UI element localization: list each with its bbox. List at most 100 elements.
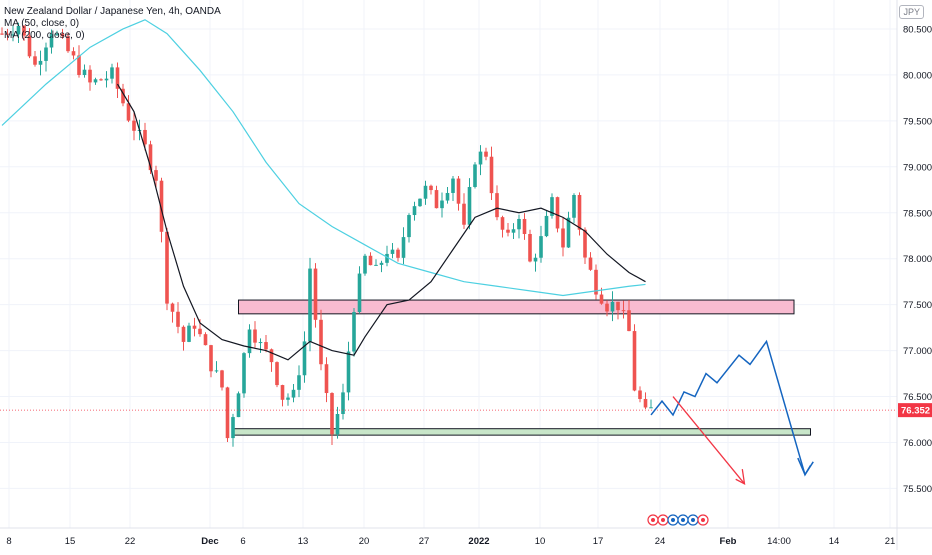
- candle-body[interactable]: [368, 255, 373, 266]
- candle-body[interactable]: [0, 33, 4, 35]
- candle-body[interactable]: [286, 397, 290, 400]
- candle-body[interactable]: [506, 229, 510, 233]
- candle-body[interactable]: [599, 294, 604, 304]
- candle-body[interactable]: [330, 393, 334, 435]
- candle-body[interactable]: [583, 229, 587, 258]
- symbol-title[interactable]: New Zealand Dollar / Japanese Yen, 4h, O…: [4, 6, 221, 17]
- candle-body[interactable]: [352, 312, 356, 352]
- candle-body[interactable]: [324, 364, 329, 394]
- candle-body[interactable]: [434, 190, 439, 209]
- candle-body[interactable]: [423, 185, 428, 199]
- candle-body[interactable]: [126, 103, 131, 121]
- candle-body[interactable]: [115, 67, 120, 89]
- candle-body[interactable]: [390, 249, 395, 254]
- candle-body[interactable]: [418, 198, 422, 207]
- candle-body[interactable]: [121, 88, 125, 104]
- candle-body[interactable]: [539, 236, 543, 258]
- candle-body[interactable]: [297, 375, 301, 390]
- candle-body[interactable]: [33, 56, 37, 65]
- candle-body[interactable]: [11, 34, 15, 36]
- candle-body[interactable]: [555, 197, 560, 229]
- candle-body[interactable]: [187, 325, 191, 342]
- candle-body[interactable]: [291, 389, 296, 398]
- candle-body[interactable]: [495, 193, 499, 218]
- last-price-tag[interactable]: [898, 403, 932, 418]
- candle-body[interactable]: [621, 310, 626, 312]
- candle-body[interactable]: [374, 264, 378, 266]
- candle-body[interactable]: [148, 144, 153, 171]
- candle-body[interactable]: [577, 194, 582, 230]
- candle-body[interactable]: [522, 218, 527, 235]
- candle-body[interactable]: [451, 178, 455, 193]
- ma50-label[interactable]: MA (50, close, 0): [4, 18, 80, 29]
- candle-body[interactable]: [181, 326, 186, 342]
- candle-body[interactable]: [429, 185, 433, 191]
- candle-body[interactable]: [478, 151, 483, 165]
- candle-body[interactable]: [341, 392, 345, 415]
- candle-body[interactable]: [27, 35, 32, 57]
- candle-body[interactable]: [203, 334, 208, 346]
- candle-body[interactable]: [385, 253, 389, 263]
- candle-body[interactable]: [412, 206, 417, 216]
- candle-body[interactable]: [132, 120, 136, 131]
- candle-body[interactable]: [566, 217, 571, 248]
- candle-body[interactable]: [616, 301, 620, 311]
- candle-body[interactable]: [198, 328, 202, 335]
- candle-body[interactable]: [401, 237, 406, 258]
- candle-body[interactable]: [220, 370, 224, 388]
- candle-body[interactable]: [110, 67, 114, 79]
- candle-body[interactable]: [308, 268, 312, 342]
- candle-body[interactable]: [484, 151, 488, 157]
- candle-body[interactable]: [192, 325, 197, 329]
- candle-body[interactable]: [561, 228, 565, 248]
- candle-body[interactable]: [165, 231, 169, 304]
- candle-body[interactable]: [280, 385, 285, 400]
- candle-body[interactable]: [500, 217, 505, 230]
- candle-body[interactable]: [44, 47, 48, 61]
- candle-body[interactable]: [5, 33, 10, 35]
- candle-body[interactable]: [528, 234, 532, 262]
- candle-body[interactable]: [627, 310, 631, 332]
- candle-body[interactable]: [467, 187, 472, 225]
- blue-projection-path[interactable]: [650, 339, 812, 477]
- candle-body[interactable]: [313, 268, 318, 320]
- candle-body[interactable]: [594, 269, 598, 295]
- candle-body[interactable]: [396, 249, 400, 258]
- candle-body[interactable]: [143, 129, 147, 145]
- candle-body[interactable]: [269, 349, 274, 363]
- candle-body[interactable]: [649, 407, 653, 409]
- candle-body[interactable]: [588, 257, 593, 270]
- resistance-zone[interactable]: [238, 299, 795, 315]
- candle-body[interactable]: [335, 414, 340, 435]
- candle-body[interactable]: [22, 25, 26, 36]
- candle-body[interactable]: [462, 203, 466, 225]
- candle-body[interactable]: [632, 331, 637, 391]
- candle-body[interactable]: [264, 342, 268, 350]
- candle-body[interactable]: [88, 69, 92, 83]
- currency-badge[interactable]: JPY: [899, 5, 924, 19]
- candle-body[interactable]: [16, 25, 21, 35]
- candle-body[interactable]: [66, 36, 70, 52]
- candle-body[interactable]: [302, 341, 307, 376]
- candle-body[interactable]: [275, 362, 279, 386]
- candle-body[interactable]: [456, 178, 461, 204]
- candle-body[interactable]: [60, 33, 65, 37]
- candle-body[interactable]: [643, 398, 648, 408]
- candle-body[interactable]: [407, 215, 411, 238]
- candle-body[interactable]: [49, 34, 54, 48]
- candle-body[interactable]: [517, 218, 521, 230]
- red-projection-arrow[interactable]: [672, 396, 746, 485]
- candle-body[interactable]: [346, 351, 351, 393]
- candle-body[interactable]: [550, 197, 554, 216]
- candle-body[interactable]: [77, 55, 81, 75]
- support-zone[interactable]: [232, 428, 811, 436]
- candle-body[interactable]: [231, 417, 235, 439]
- candle-body[interactable]: [572, 194, 576, 218]
- candle-body[interactable]: [533, 257, 538, 262]
- candle-body[interactable]: [511, 229, 516, 233]
- candle-body[interactable]: [357, 273, 362, 313]
- ma50-line[interactable]: [116, 83, 646, 361]
- candle-body[interactable]: [638, 390, 642, 399]
- candle-body[interactable]: [170, 303, 175, 312]
